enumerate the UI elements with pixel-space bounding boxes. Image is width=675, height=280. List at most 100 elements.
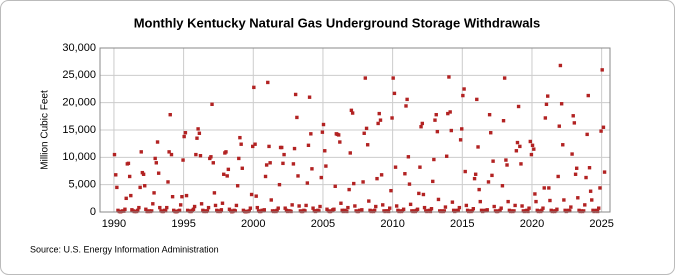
data-point <box>457 205 462 210</box>
data-point <box>599 129 603 133</box>
data-point <box>155 140 160 144</box>
data-point <box>247 209 251 213</box>
data-point <box>446 111 450 116</box>
data-point <box>543 116 548 120</box>
data-point <box>289 209 293 214</box>
data-point <box>220 201 225 205</box>
data-point <box>213 203 218 208</box>
data-point <box>506 199 510 204</box>
data-point <box>222 172 226 176</box>
data-point <box>180 194 184 199</box>
data-point <box>152 191 156 195</box>
data-point <box>182 134 186 139</box>
data-point <box>407 182 412 186</box>
data-point <box>153 156 157 161</box>
data-point <box>192 204 197 209</box>
data-point <box>541 206 545 210</box>
data-point <box>491 159 495 163</box>
data-point <box>435 129 440 134</box>
data-point <box>547 186 551 190</box>
data-point <box>401 207 406 211</box>
data-point <box>169 152 174 157</box>
data-point <box>262 208 266 212</box>
data-point <box>249 192 254 197</box>
x-tick-label: 2015 <box>450 218 474 230</box>
data-point <box>290 203 294 207</box>
data-point <box>141 172 146 176</box>
data-point <box>530 143 535 148</box>
data-point <box>292 146 297 151</box>
data-point <box>583 203 587 207</box>
data-point <box>472 176 477 181</box>
data-point <box>254 194 258 198</box>
data-point <box>478 199 482 204</box>
data-point <box>360 208 364 212</box>
data-point <box>477 187 481 192</box>
data-point <box>502 76 507 80</box>
data-point <box>571 114 575 118</box>
data-point <box>601 125 606 129</box>
data-point <box>237 156 241 161</box>
data-point <box>347 187 351 192</box>
x-tick-label: 2005 <box>311 218 335 230</box>
data-point <box>461 93 465 98</box>
data-point <box>540 208 544 213</box>
data-point <box>184 193 189 198</box>
data-point <box>361 180 365 184</box>
data-point <box>464 203 469 208</box>
data-point <box>239 142 243 146</box>
data-point <box>386 209 391 214</box>
data-point <box>542 186 546 190</box>
data-point <box>199 202 204 206</box>
data-point <box>447 75 451 79</box>
data-point <box>127 174 132 179</box>
data-point <box>129 193 133 198</box>
plot-border <box>99 47 611 213</box>
data-point <box>526 209 530 214</box>
data-point <box>450 200 455 204</box>
data-point <box>352 181 356 186</box>
data-point <box>548 198 552 203</box>
data-point <box>499 206 503 210</box>
data-point <box>338 140 342 144</box>
data-point <box>195 136 199 140</box>
data-point <box>280 145 284 150</box>
data-point <box>122 209 126 213</box>
data-point <box>443 205 448 209</box>
data-point <box>374 204 378 209</box>
data-point <box>585 132 589 137</box>
data-point <box>333 184 337 189</box>
data-point <box>512 209 516 213</box>
data-point <box>558 63 563 68</box>
data-point <box>151 202 155 206</box>
data-point <box>476 145 480 149</box>
data-point <box>498 208 502 213</box>
data-point <box>198 153 203 158</box>
data-point <box>296 174 300 178</box>
data-point <box>277 182 282 187</box>
data-point <box>475 97 479 102</box>
data-point <box>306 143 311 148</box>
data-point <box>515 140 520 145</box>
data-point <box>421 192 426 197</box>
data-point <box>332 207 336 211</box>
data-point <box>124 196 128 201</box>
data-point <box>248 206 253 210</box>
data-point <box>167 150 171 154</box>
data-point <box>362 131 366 135</box>
data-point <box>123 207 127 211</box>
data-point <box>226 167 231 172</box>
data-point <box>473 172 478 176</box>
data-point <box>463 169 467 174</box>
data-point <box>126 161 131 166</box>
data-point <box>219 208 224 212</box>
data-point <box>320 130 325 134</box>
data-point <box>181 158 185 162</box>
data-point <box>504 158 508 162</box>
data-point <box>282 152 286 157</box>
data-point <box>556 174 560 179</box>
x-tick-label: 2010 <box>380 218 404 230</box>
data-point <box>527 206 531 210</box>
data-point <box>444 154 449 158</box>
